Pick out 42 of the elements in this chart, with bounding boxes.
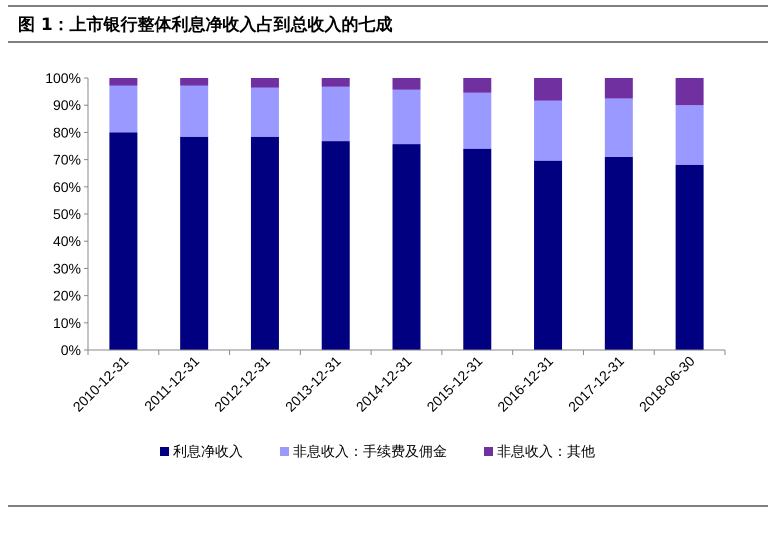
y-tick-label: 10% (52, 314, 81, 331)
bar (322, 78, 350, 87)
bar (676, 164, 704, 350)
bar (322, 141, 350, 350)
bar (463, 148, 492, 350)
legend-label: 利息净收入 (173, 444, 243, 460)
bar (676, 105, 704, 165)
y-tick-label: 100% (45, 70, 81, 86)
bar (392, 144, 420, 350)
y-tick-label: 20% (52, 288, 81, 304)
bar (392, 90, 420, 144)
bar (604, 78, 633, 98)
y-tick-label: 30% (52, 260, 81, 276)
y-tick-label: 60% (52, 178, 81, 195)
chart-title: 图 1：上市银行整体利息净收入占到总收入的七成 (18, 15, 393, 35)
bar (109, 78, 138, 86)
bar (109, 86, 138, 132)
y-tick-label: 80% (52, 124, 81, 140)
y-tick-label: 40% (52, 233, 81, 250)
bar (322, 86, 350, 142)
legend-label: 非息收入：其他 (497, 444, 595, 460)
bar (109, 132, 138, 350)
bar (250, 136, 279, 350)
bar (534, 78, 562, 101)
bar (392, 78, 420, 90)
bar (676, 78, 704, 106)
y-tick-label: 70% (52, 152, 81, 168)
legend-label: 非息收入：手续费及佣金 (293, 444, 447, 460)
bar (180, 86, 208, 137)
bar (463, 78, 492, 93)
bar (180, 78, 208, 86)
bar (463, 92, 492, 149)
y-tick-label: 0% (60, 342, 81, 358)
bar (180, 136, 208, 350)
bar (604, 98, 633, 157)
bar (250, 78, 279, 88)
bar (604, 156, 633, 350)
y-tick-label: 50% (52, 206, 81, 222)
bar (250, 88, 279, 137)
bar (534, 160, 562, 350)
y-tick-label: 90% (52, 97, 81, 114)
bar (534, 100, 562, 161)
